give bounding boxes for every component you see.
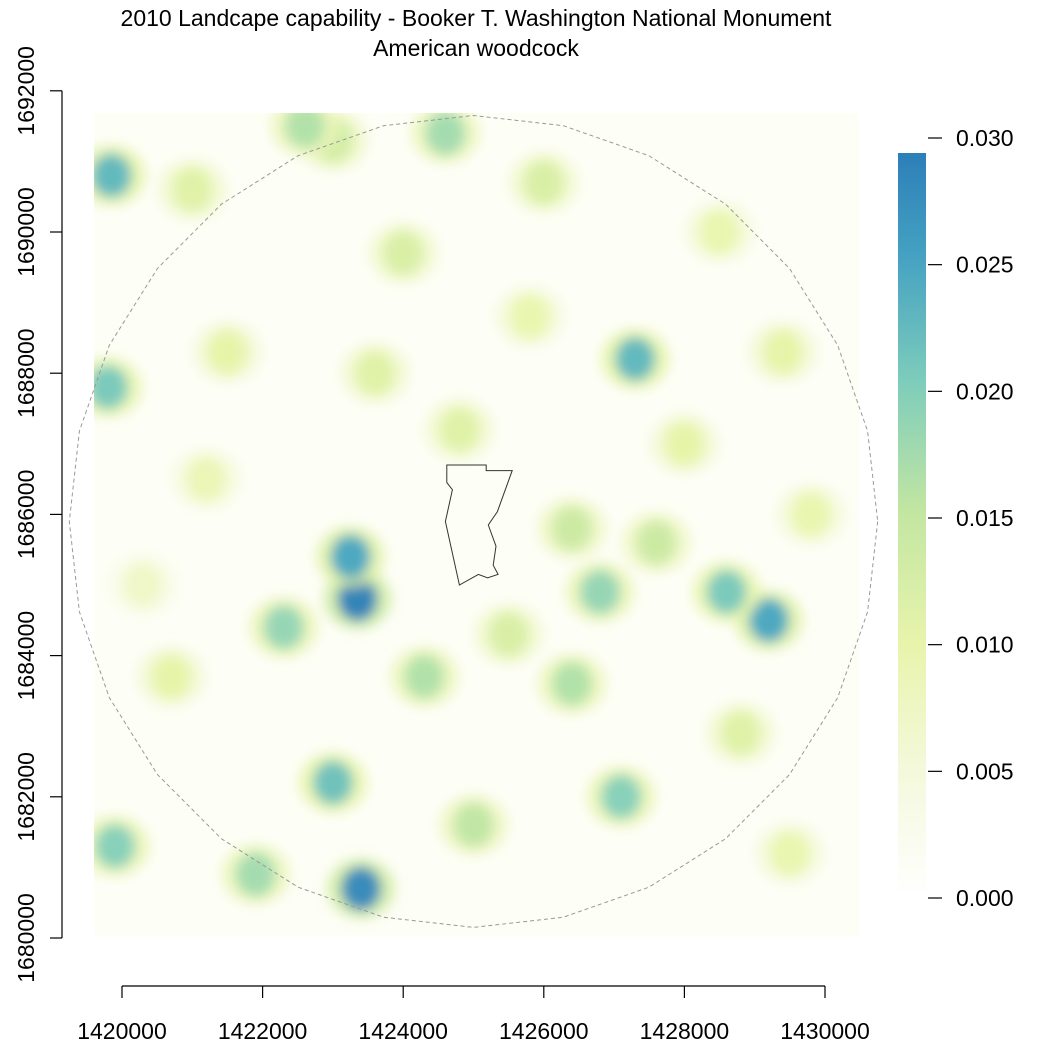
hotspot-core bbox=[706, 570, 747, 615]
colorbar-tick-label: 0.010 bbox=[956, 632, 1014, 658]
hotspot-core bbox=[263, 605, 304, 650]
hotspot-core bbox=[509, 294, 550, 339]
hotspot-core bbox=[337, 577, 378, 622]
hotspot-core bbox=[664, 421, 705, 466]
hotspot-core bbox=[312, 760, 353, 805]
hotspot-core bbox=[720, 711, 761, 756]
hotspot-core bbox=[94, 824, 135, 869]
colorbar-tick-label: 0.000 bbox=[956, 885, 1014, 911]
chart-title: 2010 Landcape capability - Booker T. Was… bbox=[121, 5, 832, 31]
hotspot-core bbox=[580, 570, 621, 615]
hotspot-core bbox=[186, 457, 227, 502]
hotspot-core bbox=[615, 337, 656, 382]
hotspot-core bbox=[636, 520, 677, 565]
hotspot-core bbox=[769, 831, 810, 876]
x-tick-label: 1424000 bbox=[358, 1018, 448, 1044]
y-tick-label: 1682000 bbox=[13, 752, 39, 842]
hotspot-core bbox=[790, 492, 831, 537]
hotspot-core bbox=[488, 612, 529, 657]
y-tick-label: 1680000 bbox=[13, 893, 39, 983]
colorbar-tick-label: 0.030 bbox=[956, 125, 1014, 151]
x-tick-label: 1422000 bbox=[218, 1018, 308, 1044]
y-tick-label: 1692000 bbox=[13, 46, 39, 136]
x-tick-label: 1428000 bbox=[640, 1018, 730, 1044]
colorbar-tick-label: 0.005 bbox=[956, 758, 1014, 784]
hotspot-core bbox=[551, 506, 592, 551]
x-tick-label: 1430000 bbox=[780, 1018, 870, 1044]
hotspot-layer bbox=[94, 113, 845, 919]
hotspot-core bbox=[94, 153, 132, 198]
hotspot-core bbox=[601, 774, 642, 819]
y-tick-label: 1684000 bbox=[13, 611, 39, 701]
capability-raster bbox=[94, 113, 859, 936]
colorbar-tick-label: 0.025 bbox=[956, 252, 1014, 278]
x-axis: 1420000 1422000 1424000 1426000 1428000 14300… bbox=[77, 985, 870, 1044]
hotspot-core bbox=[439, 407, 480, 452]
hotspot-core bbox=[123, 563, 164, 607]
hotspot-core bbox=[383, 231, 424, 276]
hotspot-core bbox=[235, 852, 276, 897]
study-area-boundary bbox=[68, 114, 879, 928]
colorbar-axis: 0.000 0.005 0.010 0.015 0.020 0.025 0.030 bbox=[928, 125, 1014, 911]
colorbar-tick-label: 0.015 bbox=[956, 505, 1014, 531]
colorbar-tick-label: 0.020 bbox=[956, 378, 1014, 404]
y-tick-label: 1688000 bbox=[13, 328, 39, 418]
y-axis: 1680000 1682000 1684000 1686000 1688000 16900… bbox=[13, 46, 63, 983]
chart-subtitle: American woodcock bbox=[373, 35, 579, 61]
hotspot-core bbox=[748, 598, 789, 643]
x-tick-label: 1426000 bbox=[499, 1018, 589, 1044]
hotspot-core bbox=[330, 534, 371, 579]
colorbar bbox=[898, 153, 926, 899]
hotspot-core bbox=[284, 113, 325, 149]
hotspot-core bbox=[355, 351, 396, 396]
hotspot-core bbox=[425, 113, 466, 156]
y-tick-label: 1686000 bbox=[13, 470, 39, 560]
monument-boundary bbox=[444, 464, 513, 586]
hotspot-core bbox=[699, 210, 740, 254]
hotspot-core bbox=[762, 330, 803, 375]
hotspot-core bbox=[207, 330, 248, 375]
x-tick-label: 1420000 bbox=[77, 1018, 167, 1044]
hotspot-core bbox=[523, 160, 564, 205]
hotspot-core bbox=[551, 661, 592, 706]
hotspot-core bbox=[94, 365, 128, 410]
hotspot-core bbox=[453, 803, 494, 848]
hotspot-core bbox=[151, 654, 192, 699]
hotspot-core bbox=[341, 866, 382, 911]
hotspot-core bbox=[404, 654, 445, 699]
hotspot-core bbox=[172, 167, 213, 212]
y-tick-label: 1690000 bbox=[13, 187, 39, 277]
